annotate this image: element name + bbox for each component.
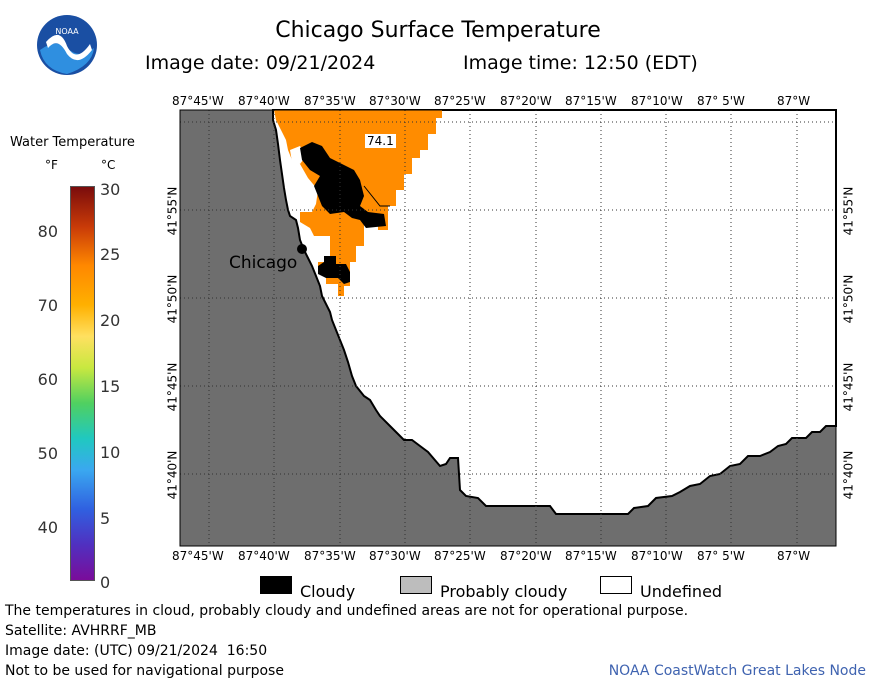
page-title: Chicago Surface Temperature xyxy=(275,18,601,43)
warm-water-area xyxy=(274,110,442,296)
lon-bottom-label: 87°40'W xyxy=(238,549,290,563)
lat-left-label: 41°45'N xyxy=(165,362,180,412)
legend-title: Water Temperature xyxy=(10,135,135,150)
probably-cloudy-swatch xyxy=(400,576,432,594)
land-area xyxy=(180,110,836,546)
probably-cloudy-label: Probably cloudy xyxy=(440,582,568,601)
lon-bottom-label: 87°20'W xyxy=(500,549,552,563)
noaa-logo: NOAA xyxy=(37,15,97,75)
lon-top-label: 87°30'W xyxy=(369,94,421,108)
undefined-label: Undefined xyxy=(640,582,723,601)
tick-c-5: 5 xyxy=(100,509,111,528)
lon-top-label: 87°40'W xyxy=(238,94,290,108)
lat-right-label: 41°40'N xyxy=(841,450,856,500)
tick-c-10: 10 xyxy=(100,443,121,462)
lon-top-label: 87°45'W xyxy=(172,94,224,108)
lon-top-label: 87°10'W xyxy=(631,94,683,108)
tick-f-60: 60 xyxy=(37,370,58,389)
unit-celsius: °C xyxy=(101,158,116,172)
temperature-callout: 74.1 xyxy=(365,134,396,148)
lon-top-label: 87°20'W xyxy=(500,94,552,108)
tick-c-15: 15 xyxy=(100,377,121,396)
cloudy-swatch xyxy=(260,576,292,594)
tick-f-50: 50 xyxy=(37,444,58,463)
lon-top-label: 87°35'W xyxy=(304,94,356,108)
logo-text: NOAA xyxy=(55,27,79,36)
lat-left-label: 41°40'N xyxy=(165,450,180,500)
image-date: Image date: 09/21/2024 xyxy=(145,52,376,74)
cloudy-area xyxy=(300,142,386,228)
lon-bottom-label: 87° 5'W xyxy=(697,549,745,563)
tick-c-25: 25 xyxy=(100,245,121,264)
lon-bottom-label: 87°10'W xyxy=(631,549,683,563)
credit-text: NOAA CoastWatch Great Lakes Node xyxy=(608,663,866,679)
lon-bottom-label: 87°15'W xyxy=(565,549,617,563)
footer-satellite: Satellite: AVHRRF_MB xyxy=(5,623,157,639)
tick-c-0: 0 xyxy=(100,573,111,592)
unit-fahrenheit: °F xyxy=(45,158,58,172)
temperature-leader-line xyxy=(363,185,390,207)
lon-top-label: 87°25'W xyxy=(434,94,486,108)
lon-top-label: 87°15'W xyxy=(565,94,617,108)
chicago-marker xyxy=(297,244,307,254)
tick-f-40: 40 xyxy=(37,518,58,537)
lat-right-label: 41°55'N xyxy=(841,186,856,236)
lat-left-label: 41°50'N xyxy=(165,274,180,324)
city-label: Chicago xyxy=(229,253,298,273)
lake-water xyxy=(272,109,837,515)
lon-bottom-label: 87°25'W xyxy=(434,549,486,563)
footer-disclaimer: The temperatures in cloud, probably clou… xyxy=(5,603,689,619)
cloudy-label: Cloudy xyxy=(300,582,356,601)
lon-bottom-label: 87°35'W xyxy=(304,549,356,563)
footer-image-date: Image date: (UTC) 09/21/2024 16:50 xyxy=(5,643,268,659)
undefined-swatch xyxy=(600,576,632,594)
color-bar xyxy=(70,186,95,581)
tick-c-20: 20 xyxy=(100,311,121,330)
footer-navigation-warning: Not to be used for navigational purpose xyxy=(5,663,284,679)
tick-c-30: 30 xyxy=(100,180,121,199)
lat-left-label: 41°55'N xyxy=(165,186,180,236)
lon-bottom-label: 87°W xyxy=(777,549,811,563)
image-time: Image time: 12:50 (EDT) xyxy=(463,52,698,74)
lon-bottom-label: 87°45'W xyxy=(172,549,224,563)
lon-top-label: 87° 5'W xyxy=(697,94,745,108)
lon-bottom-label: 87°30'W xyxy=(369,549,421,563)
tick-f-80: 80 xyxy=(37,222,58,241)
lat-lon-grid xyxy=(180,110,836,546)
lat-right-label: 41°50'N xyxy=(841,274,856,324)
tick-f-70: 70 xyxy=(37,296,58,315)
lat-right-label: 41°45'N xyxy=(841,362,856,412)
lon-top-label: 87°W xyxy=(777,94,811,108)
